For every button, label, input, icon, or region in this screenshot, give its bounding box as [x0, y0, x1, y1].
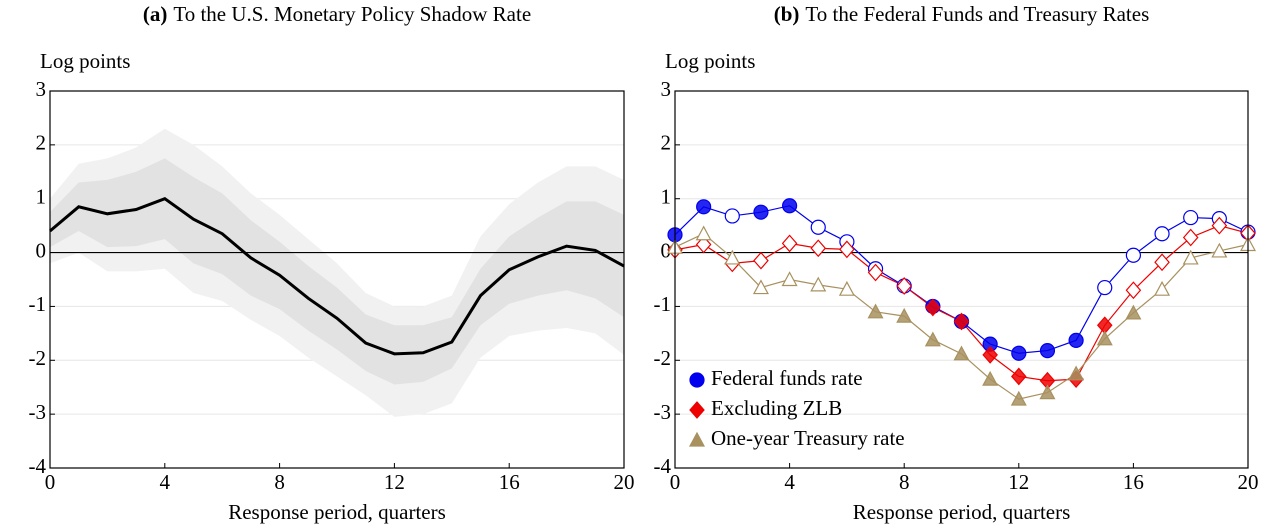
title-text: To the Federal Funds and Treasury Rates: [805, 2, 1149, 26]
marker: [1068, 332, 1084, 348]
y-tick-label: 1: [661, 185, 672, 209]
legend-marker: [688, 431, 706, 447]
chart-title: (a) To the U.S. Monetary Policy Shadow Ra…: [143, 2, 531, 26]
x-tick-label: 4: [784, 470, 795, 494]
marker: [752, 279, 769, 295]
y-tick-label: 3: [661, 77, 672, 101]
marker: [810, 239, 827, 258]
marker: [1154, 280, 1171, 296]
x-tick-label: 20: [614, 470, 635, 494]
x-tick-label: 0: [45, 470, 56, 494]
marker: [1068, 365, 1085, 381]
x-tick-label: 4: [160, 470, 171, 494]
line: [49, 197, 625, 356]
title-text: To the U.S. Monetary Policy Shadow Rate: [173, 2, 531, 26]
y-tick-label: -2: [29, 346, 47, 370]
x-tick-label: 16: [499, 470, 520, 494]
marker: [696, 199, 712, 215]
y-tick-label: -4: [654, 454, 672, 478]
marker: [1154, 226, 1170, 242]
marker: [953, 312, 970, 331]
marker: [1211, 216, 1228, 235]
marker: [1182, 228, 1199, 247]
marker: [924, 331, 941, 347]
y-tick-label: -2: [654, 346, 672, 370]
x-axis-label: Response period, quarters: [853, 500, 1071, 524]
marker: [1010, 390, 1027, 406]
marker: [753, 251, 769, 270]
y-tick-label: 0: [661, 238, 672, 262]
marker: [810, 219, 826, 235]
y-tick-label: -4: [29, 454, 47, 478]
y-tick-label: -1: [29, 292, 47, 316]
y-tick-label: 1: [36, 185, 47, 209]
marker: [695, 225, 712, 241]
marker: [839, 240, 855, 259]
marker: [896, 277, 912, 295]
marker: [1125, 281, 1142, 300]
chart-title: (b) To the Federal Funds and Treasury Rat…: [774, 2, 1150, 26]
y-tick-label: -3: [654, 400, 672, 424]
legend-label: Excluding ZLB: [711, 396, 842, 420]
y-axis-label: Log points: [665, 49, 755, 73]
panel-label: (a): [143, 2, 168, 26]
marker: [1096, 330, 1113, 346]
y-tick-label: 2: [661, 131, 672, 155]
y-tick-label: -1: [654, 292, 672, 316]
x-tick-label: 20: [1238, 470, 1259, 494]
legend-marker: [689, 372, 705, 388]
marker: [781, 271, 798, 287]
marker: [1125, 247, 1142, 263]
marker: [724, 249, 741, 265]
panel-label: (b): [774, 2, 800, 26]
x-axis-label: Response period, quarters: [228, 500, 446, 524]
y-tick-label: 2: [36, 131, 47, 155]
marker: [982, 370, 999, 386]
x-tick-label: 0: [670, 470, 681, 494]
marker: [867, 263, 884, 282]
marker: [867, 303, 884, 319]
y-axis-label: Log points: [40, 49, 130, 73]
legend-label: Federal funds rate: [711, 366, 863, 390]
marker: [1182, 249, 1199, 265]
marker: [781, 234, 798, 253]
legend-marker: [689, 401, 705, 419]
x-tick-label: 12: [1008, 470, 1029, 494]
marker: [695, 235, 712, 254]
marker: [896, 307, 913, 323]
x-tick-label: 12: [384, 470, 405, 494]
marker: [1211, 242, 1228, 258]
y-tick-label: -3: [29, 400, 47, 424]
marker: [1011, 367, 1027, 386]
marker: [1125, 304, 1142, 320]
marker: [982, 345, 998, 364]
x-tick-label: 8: [274, 470, 285, 494]
marker: [1154, 253, 1170, 272]
marker: [1183, 209, 1199, 226]
marker: [724, 208, 740, 224]
marker: [781, 198, 798, 214]
marker: [1039, 342, 1056, 359]
marker: [753, 204, 769, 220]
marker: [953, 345, 970, 361]
marker: [1097, 279, 1113, 296]
x-tick-label: 8: [899, 470, 910, 494]
marker: [810, 276, 827, 292]
y-tick-label: 0: [36, 238, 47, 262]
marker: [838, 280, 855, 296]
confidence-band: [50, 158, 624, 385]
y-tick-label: 3: [36, 77, 47, 101]
marker: [1039, 384, 1056, 400]
plot-frame: [49, 90, 625, 469]
legend-label: One-year Treasury rate: [711, 426, 905, 450]
marker: [925, 298, 941, 317]
x-tick-label: 16: [1123, 470, 1144, 494]
marker: [1011, 345, 1027, 361]
plot-frame: [674, 90, 1249, 469]
